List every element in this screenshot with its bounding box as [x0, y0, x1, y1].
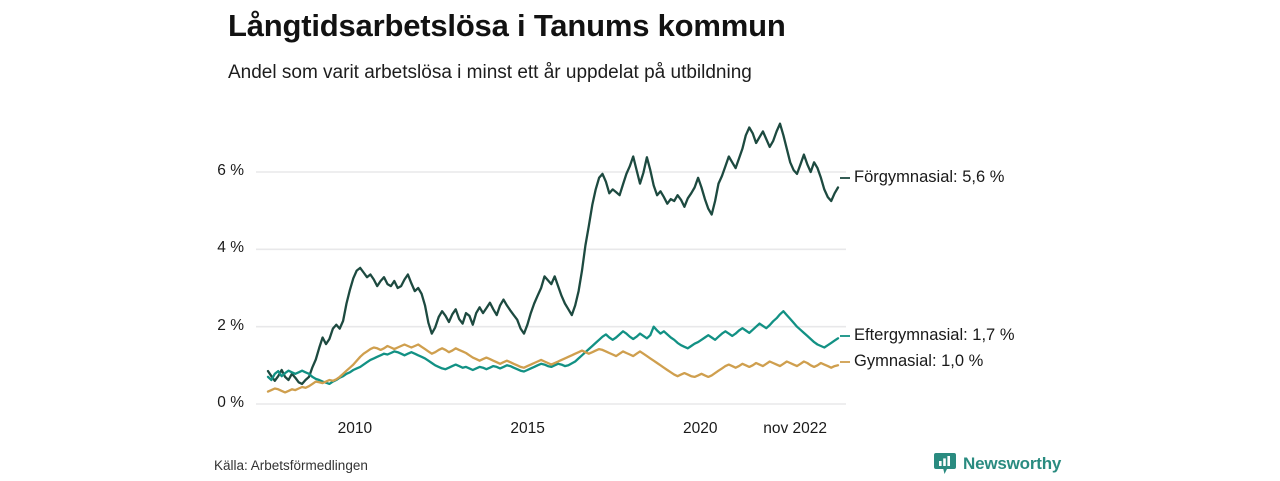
x-tick-label: 2020 — [683, 420, 718, 437]
series-line-gymnasial — [266, 343, 840, 394]
chart-title: Långtidsarbetslösa i Tanums kommun — [228, 8, 786, 43]
x-tick-label: nov 2022 — [763, 420, 828, 437]
y-tick-label: 0 % — [217, 394, 244, 411]
series-label-gymnasial: Gymnasial: 1,0 % — [854, 352, 984, 370]
series-line-eftergymnasial — [266, 310, 840, 386]
series-label-förgymnasial: Förgymnasial: 5,6 % — [854, 168, 1005, 186]
chart-subtitle: Andel som varit arbetslösa i minst ett å… — [228, 62, 752, 83]
newsworthy-logo[interactable]: Newsworthy — [934, 452, 1061, 476]
logo-wordmark: Newsworthy — [963, 454, 1062, 473]
y-tick-label: 6 % — [217, 162, 244, 179]
label-connectors — [840, 177, 850, 363]
bar-chart-speech-bubble-icon — [934, 452, 956, 476]
series-label-eftergymnasial: Eftergymnasial: 1,7 % — [854, 326, 1015, 344]
series-line-förgymnasial — [266, 122, 840, 386]
source-note: Källa: Arbetsförmedlingen — [214, 458, 368, 473]
x-tick-label: 2010 — [337, 420, 373, 437]
y-tick-label: 2 % — [217, 316, 244, 334]
x-tick-label: 2015 — [510, 420, 545, 437]
gridlines — [256, 171, 846, 405]
series-lines — [266, 122, 840, 394]
y-tick-label: 4 % — [217, 239, 244, 257]
